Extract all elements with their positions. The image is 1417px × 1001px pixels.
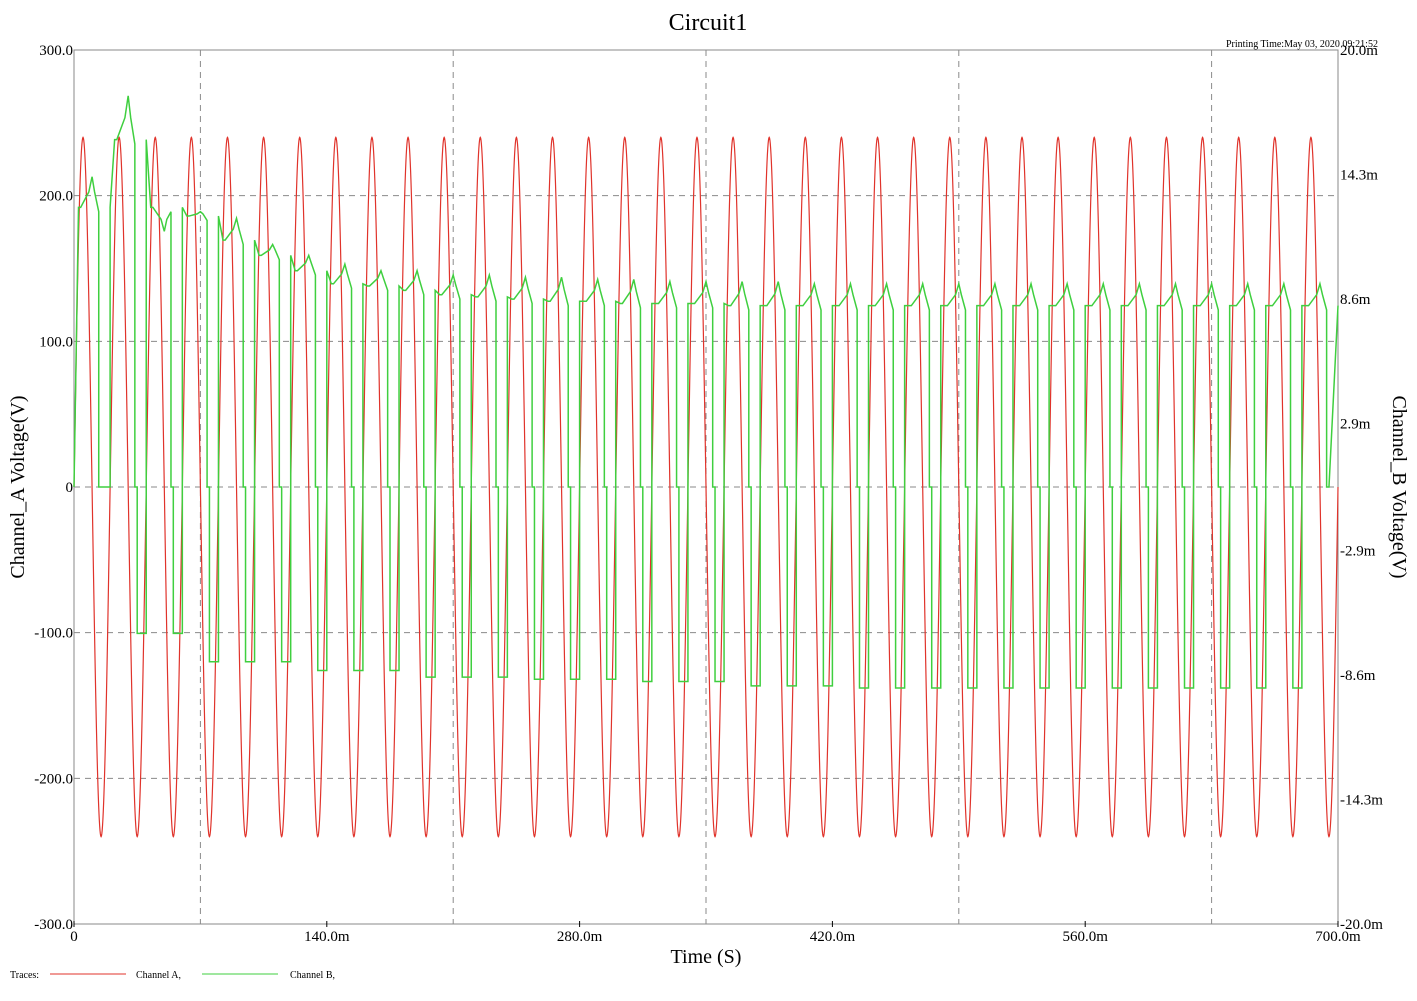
series-channel-a-line — [73, 136, 1339, 838]
x-tick-label: 140.0m — [304, 929, 350, 945]
x-tick-label: 420.0m — [810, 929, 856, 945]
left-y-axis-title: Channel_A Voltage(V) — [7, 395, 29, 578]
left-y-tick-label: -200.0 — [34, 771, 73, 787]
right-y-tick-label: -14.3m — [1340, 792, 1383, 808]
x-tick-label: 280.0m — [557, 929, 603, 945]
left-y-tick-label: -100.0 — [34, 626, 73, 642]
series-layer — [73, 95, 1339, 838]
right-y-axis-title: Channel_B Voltage(V) — [1388, 395, 1410, 578]
right-y-axis-ticks: 20.0m 14.3m 8.6m 2.9m -2.9m -8.6m -14.3m -20.0m — [1340, 43, 1383, 933]
left-y-tick-label: 200.0 — [39, 189, 73, 205]
right-y-tick-label: -20.0m — [1340, 917, 1383, 933]
left-y-tick-label: 300.0 — [39, 43, 73, 59]
right-y-tick-label: -8.6m — [1340, 668, 1376, 684]
series-channel-b-line — [73, 95, 1339, 689]
left-y-axis-ticks: 300.0 200.0 100.0 0 -100.0 -200.0 -300.0 — [34, 43, 73, 933]
x-tick-label: 700.0m — [1315, 929, 1361, 945]
legend-channel-b-label: Channel B, — [290, 970, 335, 981]
chart-title: Circuit1 — [669, 10, 748, 36]
right-y-tick-label: 8.6m — [1340, 292, 1371, 308]
printing-time: Printing Time:May 03, 2020 09:21:52 — [1226, 39, 1378, 50]
x-axis-ticks: 0 140.0m 280.0m 420.0m 560.0m 700.0m — [70, 921, 1361, 945]
legend: Traces: Channel A, Channel B, — [10, 970, 335, 981]
x-axis-title: Time (S) — [671, 946, 742, 968]
x-tick-label: 0 — [70, 929, 78, 945]
left-y-tick-label: -300.0 — [34, 917, 73, 933]
legend-channel-a-label: Channel A, — [136, 970, 181, 981]
right-y-tick-label: 20.0m — [1340, 43, 1378, 59]
x-tick-label: 560.0m — [1062, 929, 1108, 945]
legend-label: Traces: — [10, 970, 39, 981]
right-y-tick-label: 14.3m — [1340, 168, 1378, 184]
right-y-tick-label: -2.9m — [1340, 543, 1376, 559]
right-y-tick-label: 2.9m — [1340, 417, 1371, 433]
left-y-tick-label: 100.0 — [39, 334, 73, 350]
left-y-tick-label: 0 — [66, 480, 74, 496]
